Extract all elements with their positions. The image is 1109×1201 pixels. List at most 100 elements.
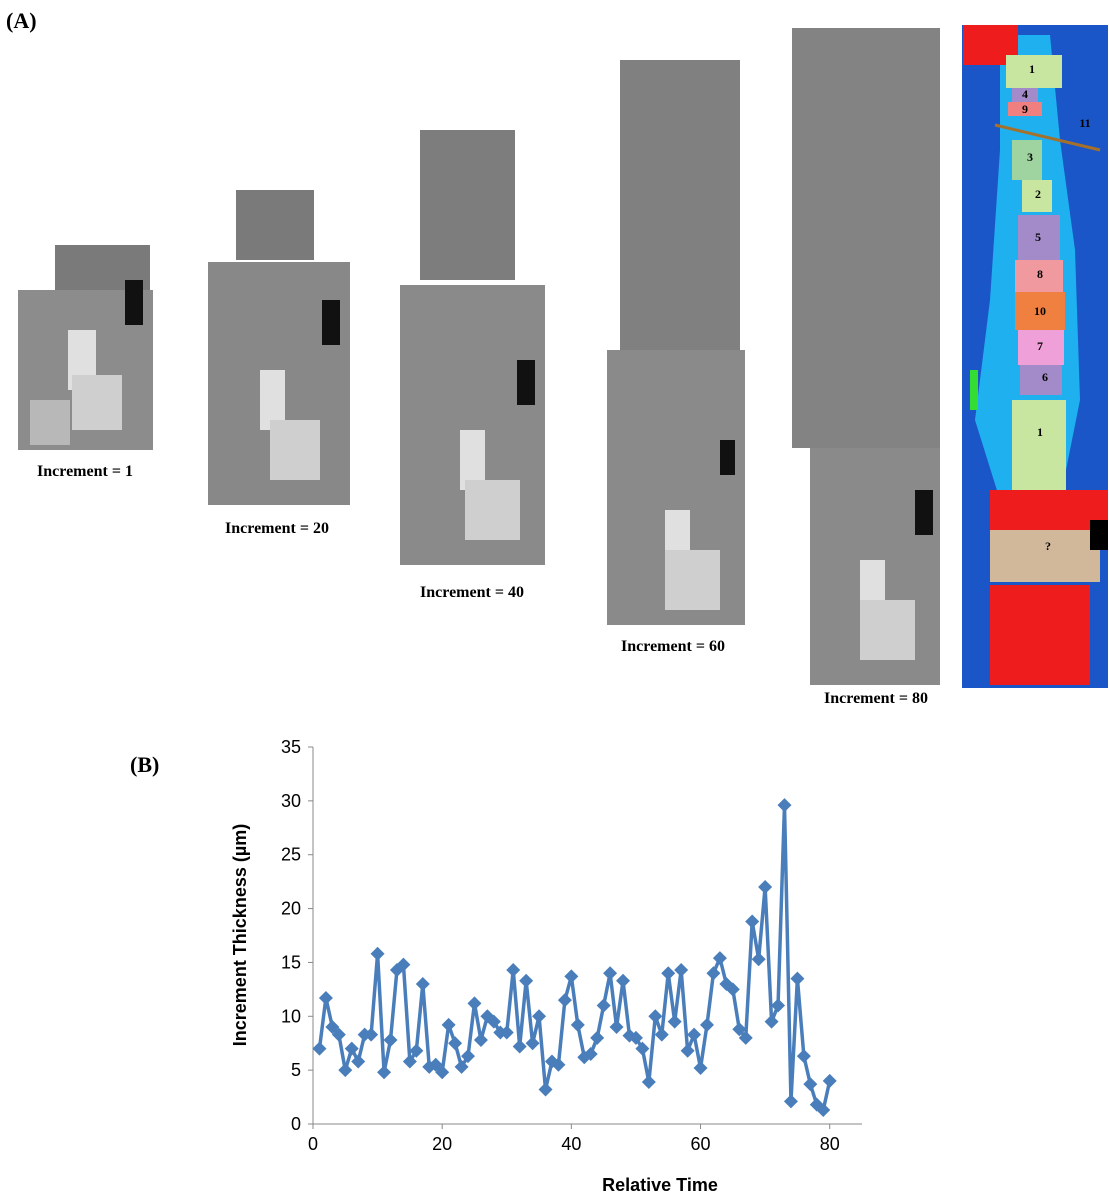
mosaic [400,130,545,565]
map-label: 9 [1022,102,1028,116]
panel-label: (A) [6,8,37,33]
y-tick-label: 15 [281,952,301,972]
data-point [693,1060,708,1075]
data-point [396,957,411,972]
data-point [816,1102,831,1117]
data-point [448,1036,463,1051]
map-label: ? [1045,539,1051,553]
phase-map [962,25,1108,688]
data-point [699,1017,714,1032]
increment-label: Increment = 40 [420,584,524,601]
panel-label: (B) [130,752,159,777]
data-point [628,1030,643,1045]
data-point [745,914,760,929]
x-tick-label: 60 [691,1134,711,1154]
mosaic [18,245,153,450]
data-point [771,998,786,1013]
map-label: 7 [1037,339,1043,353]
data-point [564,969,579,984]
data-point [635,1041,650,1056]
data-point [486,1014,501,1029]
data-point [654,1027,669,1042]
map-label: 1 [1029,62,1035,76]
y-tick-label: 35 [281,737,301,757]
map-label: 11 [1079,116,1090,130]
data-point [758,880,773,895]
data-point [506,962,521,977]
data-point [331,1027,346,1042]
data-point [687,1027,702,1042]
map-label: 1 [1037,425,1043,439]
data-point [641,1074,656,1089]
data-point [796,1049,811,1064]
data-point [603,966,618,981]
map-label: 4 [1022,87,1028,101]
y-tick-label: 10 [281,1006,301,1026]
sem-mosaics [18,28,940,685]
data-point [435,1065,450,1080]
data-point [415,976,430,991]
data-point [738,1030,753,1045]
map-label: 3 [1027,150,1033,164]
y-tick-label: 25 [281,845,301,865]
increment-label: Increment = 80 [824,690,928,707]
data-point [402,1054,417,1069]
data-point [499,1025,514,1040]
data-point [777,798,792,813]
data-point [532,1009,547,1024]
data-point [467,996,482,1011]
y-tick-label: 0 [291,1114,301,1134]
data-point [803,1077,818,1092]
y-tick-label: 30 [281,791,301,811]
map-label: 2 [1035,187,1041,201]
mosaic [208,190,350,505]
mosaic [792,28,940,685]
data-point [409,1043,424,1058]
data-point [538,1082,553,1097]
data-point [790,971,805,986]
data-point [648,1009,663,1024]
data-point [557,993,572,1008]
data-point [674,962,689,977]
mosaic [607,60,745,625]
data-point [590,1030,605,1045]
map-label: 5 [1035,230,1041,244]
increment-label: Increment = 1 [37,463,133,480]
data-point [764,1014,779,1029]
x-tick-label: 20 [432,1134,452,1154]
data-point [706,966,721,981]
data-point [583,1046,598,1061]
data-point [441,1017,456,1032]
data-point [364,1027,379,1042]
y-tick-label: 5 [291,1060,301,1080]
data-point [712,951,727,966]
data-point [609,1020,624,1035]
map-label: 6 [1042,370,1048,384]
data-point [822,1073,837,1088]
y-tick-label: 20 [281,899,301,919]
data-line [317,803,832,1112]
x-tick-label: 0 [308,1134,318,1154]
data-point [370,946,385,961]
x-tick-label: 80 [820,1134,840,1154]
y-axis-title: Increment Thickness (µm) [230,824,250,1046]
data-point [616,973,631,988]
data-point [473,1032,488,1047]
data-point [570,1017,585,1032]
data-point [519,973,534,988]
data-point [512,1039,527,1054]
data-point [783,1094,798,1109]
data-point [525,1036,540,1051]
data-point [344,1041,359,1056]
data-point [667,1014,682,1029]
x-tick-label: 40 [561,1134,581,1154]
data-point [680,1043,695,1058]
data-point [312,1041,327,1056]
data-point [338,1063,353,1078]
data-point [732,1022,747,1037]
data-point [596,998,611,1013]
data-point [551,1057,566,1072]
data-point [318,990,333,1005]
increment-label: Increment = 60 [621,638,725,655]
